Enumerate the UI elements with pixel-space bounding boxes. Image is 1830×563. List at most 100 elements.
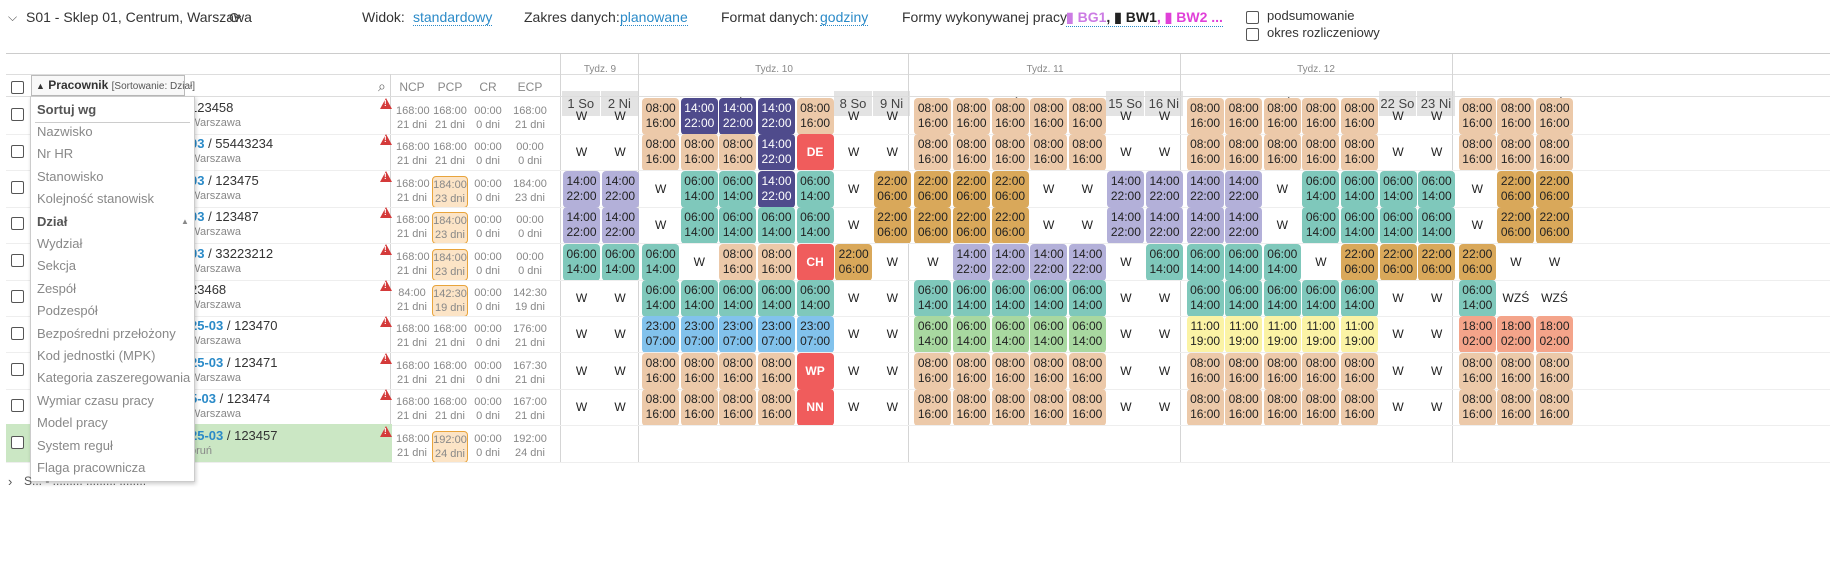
day-off-cell[interactable]: W bbox=[655, 218, 667, 233]
day-off-cell[interactable]: W bbox=[1158, 109, 1171, 123]
day-off-cell[interactable]: W bbox=[886, 145, 898, 160]
day-off-cell[interactable]: W bbox=[1431, 363, 1443, 378]
day-off-cell[interactable]: W bbox=[1431, 327, 1443, 342]
employee-name[interactable]: 25-03 / 123470 Warszawa bbox=[190, 318, 277, 347]
shift-cell[interactable]: 11:00 19:00 bbox=[1186, 316, 1224, 354]
day-off-cell[interactable]: W bbox=[1392, 291, 1404, 305]
shift-cell[interactable]: 14:00 22:00 bbox=[1225, 207, 1263, 245]
shift-cell[interactable]: 06:00 14:00 bbox=[914, 280, 952, 317]
refresh-icon[interactable]: ⟳ bbox=[229, 10, 242, 27]
shift-cell[interactable]: 06:00 14:00 bbox=[1418, 170, 1456, 208]
shift-cell[interactable]: 08:00 16:00 bbox=[1536, 134, 1573, 172]
day-off-cell[interactable]: W bbox=[1510, 254, 1522, 269]
day-off-cell[interactable]: W bbox=[1043, 218, 1055, 233]
absence-cell[interactable]: DE bbox=[796, 134, 834, 172]
day-off-cell[interactable]: W bbox=[1158, 400, 1171, 415]
row-checkbox[interactable] bbox=[11, 142, 24, 160]
row-checkbox[interactable] bbox=[11, 288, 24, 306]
day-off-cell[interactable]: W bbox=[1431, 291, 1443, 305]
next-store-row[interactable]: S... - ......... ......... ........ bbox=[24, 474, 147, 488]
shift-cell[interactable]: 08:00 16:00 bbox=[1030, 352, 1068, 390]
absence-cell[interactable]: NN bbox=[796, 389, 834, 427]
sort-option[interactable]: Flaga pracownicza bbox=[37, 460, 146, 475]
collapse-chevron-icon[interactable]: › bbox=[8, 474, 13, 489]
shift-cell[interactable]: 08:00 16:00 bbox=[1497, 352, 1535, 390]
shift-cell[interactable]: 06:00 14:00 bbox=[680, 207, 718, 245]
day-off-cell[interactable]: W bbox=[1120, 145, 1132, 160]
day-off-cell[interactable]: W bbox=[886, 363, 898, 378]
shift-cell[interactable]: 08:00 16:00 bbox=[1341, 389, 1378, 427]
day-off-cell[interactable]: W bbox=[886, 109, 898, 123]
shift-cell[interactable]: 08:00 16:00 bbox=[1225, 134, 1263, 172]
shift-cell[interactable]: 14:00 22:00 bbox=[953, 243, 990, 281]
shift-cell[interactable]: 06:00 14:00 bbox=[1146, 243, 1183, 281]
day-off-cell[interactable]: W bbox=[1043, 181, 1055, 196]
day-off-cell[interactable]: W bbox=[1276, 181, 1288, 196]
shift-cell[interactable]: 14:00 22:00 bbox=[1030, 243, 1068, 281]
day-off-cell[interactable]: W bbox=[614, 363, 626, 378]
shift-cell[interactable]: 08:00 16:00 bbox=[1030, 98, 1068, 135]
day-off-cell[interactable]: W bbox=[1471, 218, 1483, 233]
shift-cell[interactable]: 08:00 16:00 bbox=[953, 98, 990, 135]
shift-cell[interactable]: 06:00 14:00 bbox=[563, 243, 600, 281]
shift-cell[interactable]: 06:00 14:00 bbox=[796, 170, 834, 208]
shift-cell[interactable]: 06:00 14:00 bbox=[1068, 280, 1106, 317]
day-off-cell[interactable]: W bbox=[1120, 109, 1132, 123]
day-off-cell[interactable]: W bbox=[1120, 363, 1132, 378]
day-off-cell[interactable]: W bbox=[575, 291, 588, 305]
data-format-select[interactable]: godziny bbox=[820, 9, 869, 26]
row-checkbox[interactable] bbox=[11, 434, 24, 452]
data-range-select[interactable]: planowane bbox=[620, 9, 688, 26]
sort-option[interactable]: Sekcja bbox=[37, 258, 77, 274]
shift-cell[interactable]: 08:00 16:00 bbox=[719, 243, 757, 281]
day-off-cell[interactable]: W bbox=[1548, 254, 1561, 269]
shift-cell[interactable]: 23:00 07:00 bbox=[719, 316, 757, 354]
shift-cell[interactable]: 08:00 16:00 bbox=[1030, 389, 1068, 427]
shift-cell[interactable]: 22:00 06:00 bbox=[1341, 243, 1378, 281]
day-off-cell[interactable]: W bbox=[848, 145, 860, 160]
shift-cell[interactable]: 22:00 06:00 bbox=[1536, 207, 1573, 245]
period-checkbox[interactable] bbox=[1246, 25, 1259, 41]
shift-cell[interactable]: 14:00 22:00 bbox=[1107, 170, 1145, 208]
employee-name[interactable]: 03 / 123487 Warszawa bbox=[190, 209, 259, 238]
employee-name[interactable]: 25-03 / 123457 oruń bbox=[190, 428, 277, 457]
shift-cell[interactable]: 06:00 14:00 bbox=[719, 170, 757, 208]
shift-cell[interactable]: 08:00 16:00 bbox=[1030, 134, 1068, 172]
shift-cell[interactable]: 11:00 19:00 bbox=[1341, 316, 1378, 354]
shift-cell[interactable]: 06:00 14:00 bbox=[758, 280, 795, 317]
shift-cell[interactable]: 08:00 16:00 bbox=[680, 134, 718, 172]
shift-cell[interactable]: 06:00 14:00 bbox=[1225, 243, 1263, 281]
absence-cell[interactable]: CH bbox=[796, 243, 834, 281]
warning-icon[interactable] bbox=[380, 425, 392, 437]
day-off-cell[interactable]: W bbox=[575, 363, 588, 378]
day-off-cell[interactable]: W bbox=[1392, 400, 1404, 415]
shift-cell[interactable]: 14:00 22:00 bbox=[1146, 170, 1183, 208]
shift-cell[interactable]: 06:00 14:00 bbox=[1379, 207, 1417, 245]
row-checkbox[interactable] bbox=[11, 252, 24, 270]
day-off-cell[interactable]: W bbox=[848, 181, 860, 196]
day-off-cell[interactable]: W bbox=[575, 109, 588, 123]
day-off-cell[interactable]: W bbox=[1431, 145, 1443, 160]
day-off-cell[interactable]: W bbox=[614, 400, 626, 415]
warning-icon[interactable] bbox=[380, 98, 392, 109]
shift-cell[interactable]: 08:00 16:00 bbox=[1068, 352, 1106, 390]
shift-cell[interactable]: 08:00 16:00 bbox=[1068, 98, 1106, 135]
day-off-cell[interactable]: W bbox=[1120, 327, 1132, 342]
shift-cell[interactable]: 08:00 16:00 bbox=[796, 98, 834, 135]
shift-cell[interactable]: 08:00 16:00 bbox=[1186, 134, 1224, 172]
shift-cell[interactable]: 08:00 16:00 bbox=[1263, 389, 1301, 427]
day-off-cell[interactable]: W bbox=[614, 327, 626, 342]
shift-cell[interactable]: 18:00 02:00 bbox=[1497, 316, 1535, 354]
shift-cell[interactable]: 22:00 06:00 bbox=[873, 207, 911, 245]
day-off-cell[interactable]: W bbox=[693, 254, 705, 269]
day-off-cell[interactable]: W bbox=[614, 145, 626, 160]
day-off-cell[interactable]: W bbox=[614, 109, 626, 123]
row-checkbox[interactable] bbox=[11, 106, 24, 124]
day-off-cell[interactable]: W bbox=[575, 400, 588, 415]
shift-cell[interactable]: 08:00 16:00 bbox=[914, 352, 952, 390]
shift-cell[interactable]: 06:00 14:00 bbox=[1030, 280, 1068, 317]
view-select[interactable]: standardowy bbox=[413, 9, 493, 26]
shift-cell[interactable]: 06:00 14:00 bbox=[796, 280, 834, 317]
shift-cell[interactable]: 08:00 16:00 bbox=[719, 389, 757, 427]
shift-cell[interactable]: 08:00 16:00 bbox=[1263, 352, 1301, 390]
